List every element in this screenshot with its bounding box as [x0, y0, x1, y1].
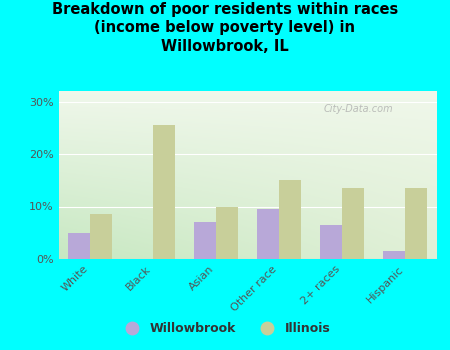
Bar: [342, 188, 364, 259]
Text: City-Data.com: City-Data.com: [323, 104, 393, 114]
Bar: [90, 214, 112, 259]
Bar: [383, 251, 405, 259]
Text: Breakdown of poor residents within races
(income below poverty level) in
Willowb: Breakdown of poor residents within races…: [52, 2, 398, 54]
Bar: [68, 233, 90, 259]
Bar: [320, 225, 342, 259]
Bar: [279, 180, 301, 259]
Bar: [153, 125, 175, 259]
Bar: [194, 222, 216, 259]
Bar: [216, 206, 238, 259]
Bar: [405, 188, 427, 259]
Legend: Willowbrook, Illinois: Willowbrook, Illinois: [115, 317, 335, 340]
Bar: [257, 209, 279, 259]
